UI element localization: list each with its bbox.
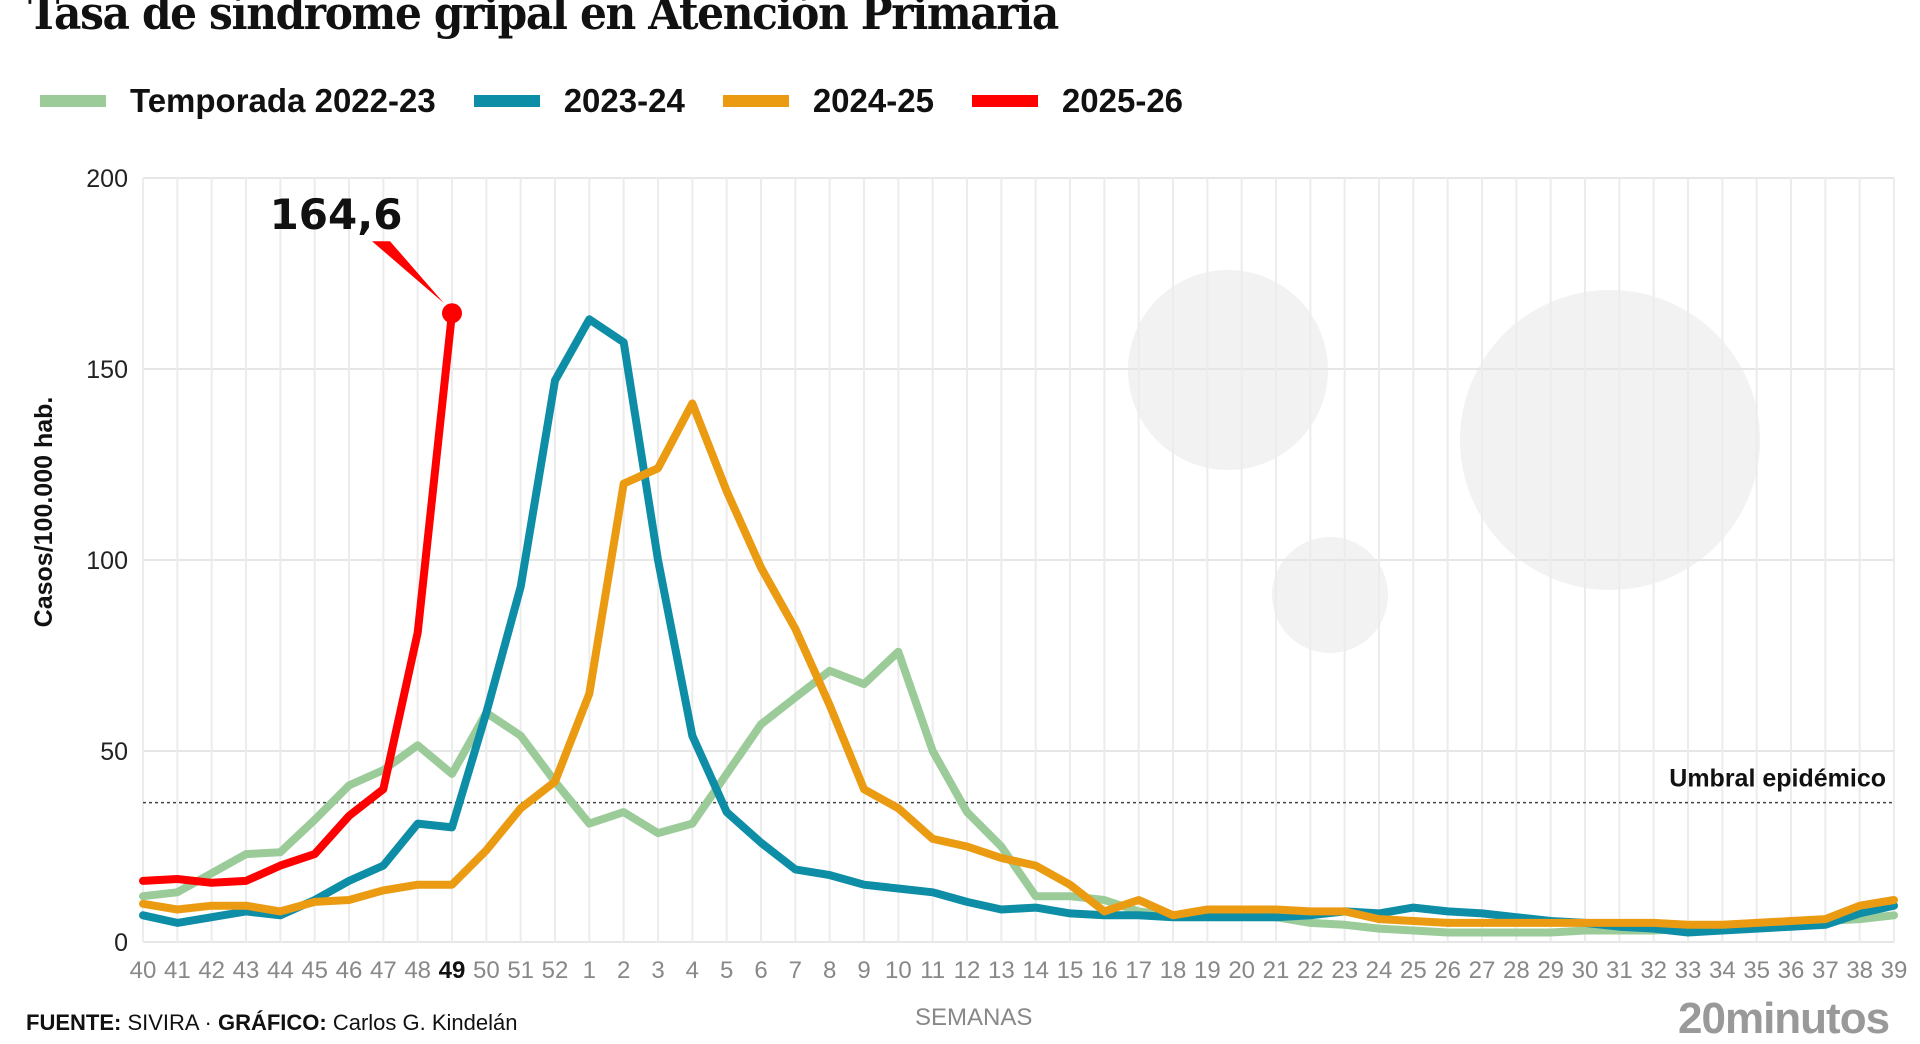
x-tick-label: 12 <box>954 957 981 984</box>
x-tick-label: 40 <box>130 957 157 984</box>
legend-swatch <box>971 95 1038 107</box>
x-tick-label: 45 <box>301 957 328 984</box>
x-tick-label: 43 <box>233 957 260 984</box>
x-axis-label: SEMANAS <box>915 1004 1033 1031</box>
x-tick-label: 6 <box>754 957 767 984</box>
x-tick-label: 19 <box>1194 957 1221 984</box>
footer-source: FUENTE: SIVIRA · GRÁFICO: Carlos G. Kind… <box>26 1010 518 1036</box>
annotation-pointer <box>372 241 444 304</box>
legend: Temporada 2022-23 2023-24 2024-25 2025-2… <box>40 82 1221 120</box>
source-label: FUENTE: <box>26 1010 122 1035</box>
legend-item-2024-25: 2024-25 <box>722 82 934 120</box>
x-tick-label: 8 <box>823 957 836 984</box>
x-tick-label: 39 <box>1881 957 1908 984</box>
x-tick-label: 42 <box>198 957 225 984</box>
y-tick-label: 100 <box>86 547 128 575</box>
x-tick-label: 23 <box>1331 957 1358 984</box>
x-tick-label: 35 <box>1743 957 1770 984</box>
logo: 20minutos <box>1678 994 1890 1043</box>
x-tick-label: 15 <box>1057 957 1084 984</box>
x-tick-label: 9 <box>857 957 870 984</box>
legend-label: 2023-24 <box>563 82 685 119</box>
x-tick-label: 25 <box>1400 957 1427 984</box>
x-tick-label: 29 <box>1537 957 1564 984</box>
x-tick-label: 26 <box>1434 957 1461 984</box>
x-tick-label: 41 <box>164 957 191 984</box>
x-tick-label: 5 <box>720 957 733 984</box>
legend-item-2025-26: 2025-26 <box>971 82 1184 120</box>
graphic-label: GRÁFICO: <box>217 1010 327 1035</box>
separator: · <box>204 1010 212 1035</box>
x-tick-label: 18 <box>1160 957 1187 984</box>
legend-swatch <box>722 95 789 107</box>
x-tick-label: 37 <box>1812 957 1839 984</box>
x-tick-label: 1 <box>583 957 596 984</box>
x-tick-label: 24 <box>1366 957 1393 984</box>
x-tick-label: 36 <box>1778 957 1805 984</box>
series-line-2025-26 <box>139 309 456 887</box>
x-tick-label: 4 <box>686 957 699 984</box>
x-tick-label: 21 <box>1263 957 1290 984</box>
x-tick-label: 28 <box>1503 957 1530 984</box>
series-line-temporada-2022-23 <box>139 647 1898 937</box>
x-tick-label: 11 <box>920 957 945 984</box>
x-tick-label: 44 <box>267 957 294 984</box>
y-tick-label: 150 <box>86 356 128 384</box>
series-line-2024-25 <box>139 399 1898 929</box>
x-tick-label: 27 <box>1469 957 1496 984</box>
legend-item-2023-24: 2023-24 <box>473 82 685 120</box>
x-tick-label: 52 <box>542 957 569 984</box>
x-tick-label: 17 <box>1125 957 1152 984</box>
x-tick-label: 46 <box>336 957 363 984</box>
x-tick-label: 22 <box>1297 957 1324 984</box>
x-tick-label: 51 <box>507 957 534 984</box>
legend-label: 2025-26 <box>1061 82 1184 119</box>
chart-title: Tasa de síndrome gripal en Atención Prim… <box>28 0 1059 40</box>
x-tick-label: 7 <box>789 957 802 984</box>
x-tick-label: 33 <box>1675 957 1702 984</box>
x-tick-label: 3 <box>651 957 664 984</box>
x-tick-label: 30 <box>1572 957 1599 984</box>
annotation-label: 164,6 <box>270 190 403 239</box>
virus-watermark <box>1128 270 1760 653</box>
x-tick-label: 20 <box>1228 957 1255 984</box>
x-tick-label: 14 <box>1022 957 1049 984</box>
legend-label: Temporada 2022-23 <box>130 82 436 119</box>
x-tick-label: 34 <box>1709 957 1736 984</box>
threshold-label: Umbral epidémico <box>1669 765 1886 793</box>
annotation-point <box>442 303 462 324</box>
x-tick-label: 32 <box>1640 957 1667 984</box>
x-tick-label: 38 <box>1846 957 1873 984</box>
legend-swatch <box>473 95 540 107</box>
x-tick-label: 16 <box>1091 957 1118 984</box>
x-tick-label: 50 <box>473 957 500 984</box>
y-axis-label: Casos/100.000 hab. <box>30 397 58 628</box>
x-tick-label: 47 <box>370 957 397 984</box>
y-tick-label: 200 <box>86 165 128 193</box>
graphic-value: Carlos G. Kindelán <box>332 1010 518 1035</box>
x-tick-label: 48 <box>404 957 431 984</box>
x-tick-label: 10 <box>885 957 912 984</box>
source-value: SIVIRA <box>127 1010 199 1035</box>
legend-item-2022-23: Temporada 2022-23 <box>40 82 436 120</box>
legend-swatch <box>40 95 106 107</box>
x-tick-label: 31 <box>1606 957 1633 984</box>
x-tick-label: 13 <box>988 957 1015 984</box>
x-tick-label: 2 <box>617 957 630 984</box>
legend-label: 2024-25 <box>812 82 934 119</box>
y-tick-label: 0 <box>114 929 128 957</box>
y-tick-label: 50 <box>100 738 128 766</box>
x-tick-label: 49 <box>439 957 466 984</box>
